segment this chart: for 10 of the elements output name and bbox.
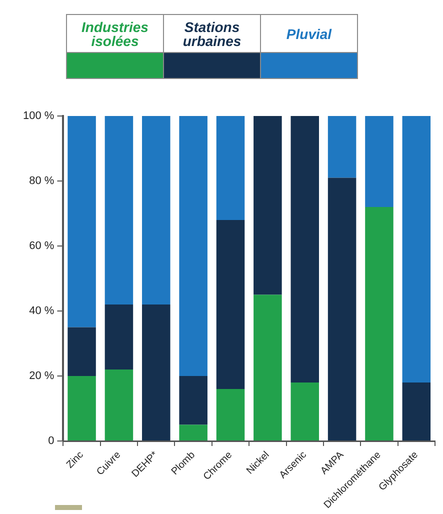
text: Pluvial [261,15,357,53]
x-tick-label: Zinc [64,450,86,471]
y-tick-label: 80 % [29,175,54,188]
y-tick-label: 100 % [22,110,54,122]
text: Stations urbaines [164,15,260,53]
y-tick-label: 60 % [29,240,54,252]
text: Industries isolées [67,15,163,53]
y-tick-label: 0 [48,435,54,448]
y-tick-label: 40 % [29,305,54,318]
y-tick-label: 20 % [29,370,54,382]
